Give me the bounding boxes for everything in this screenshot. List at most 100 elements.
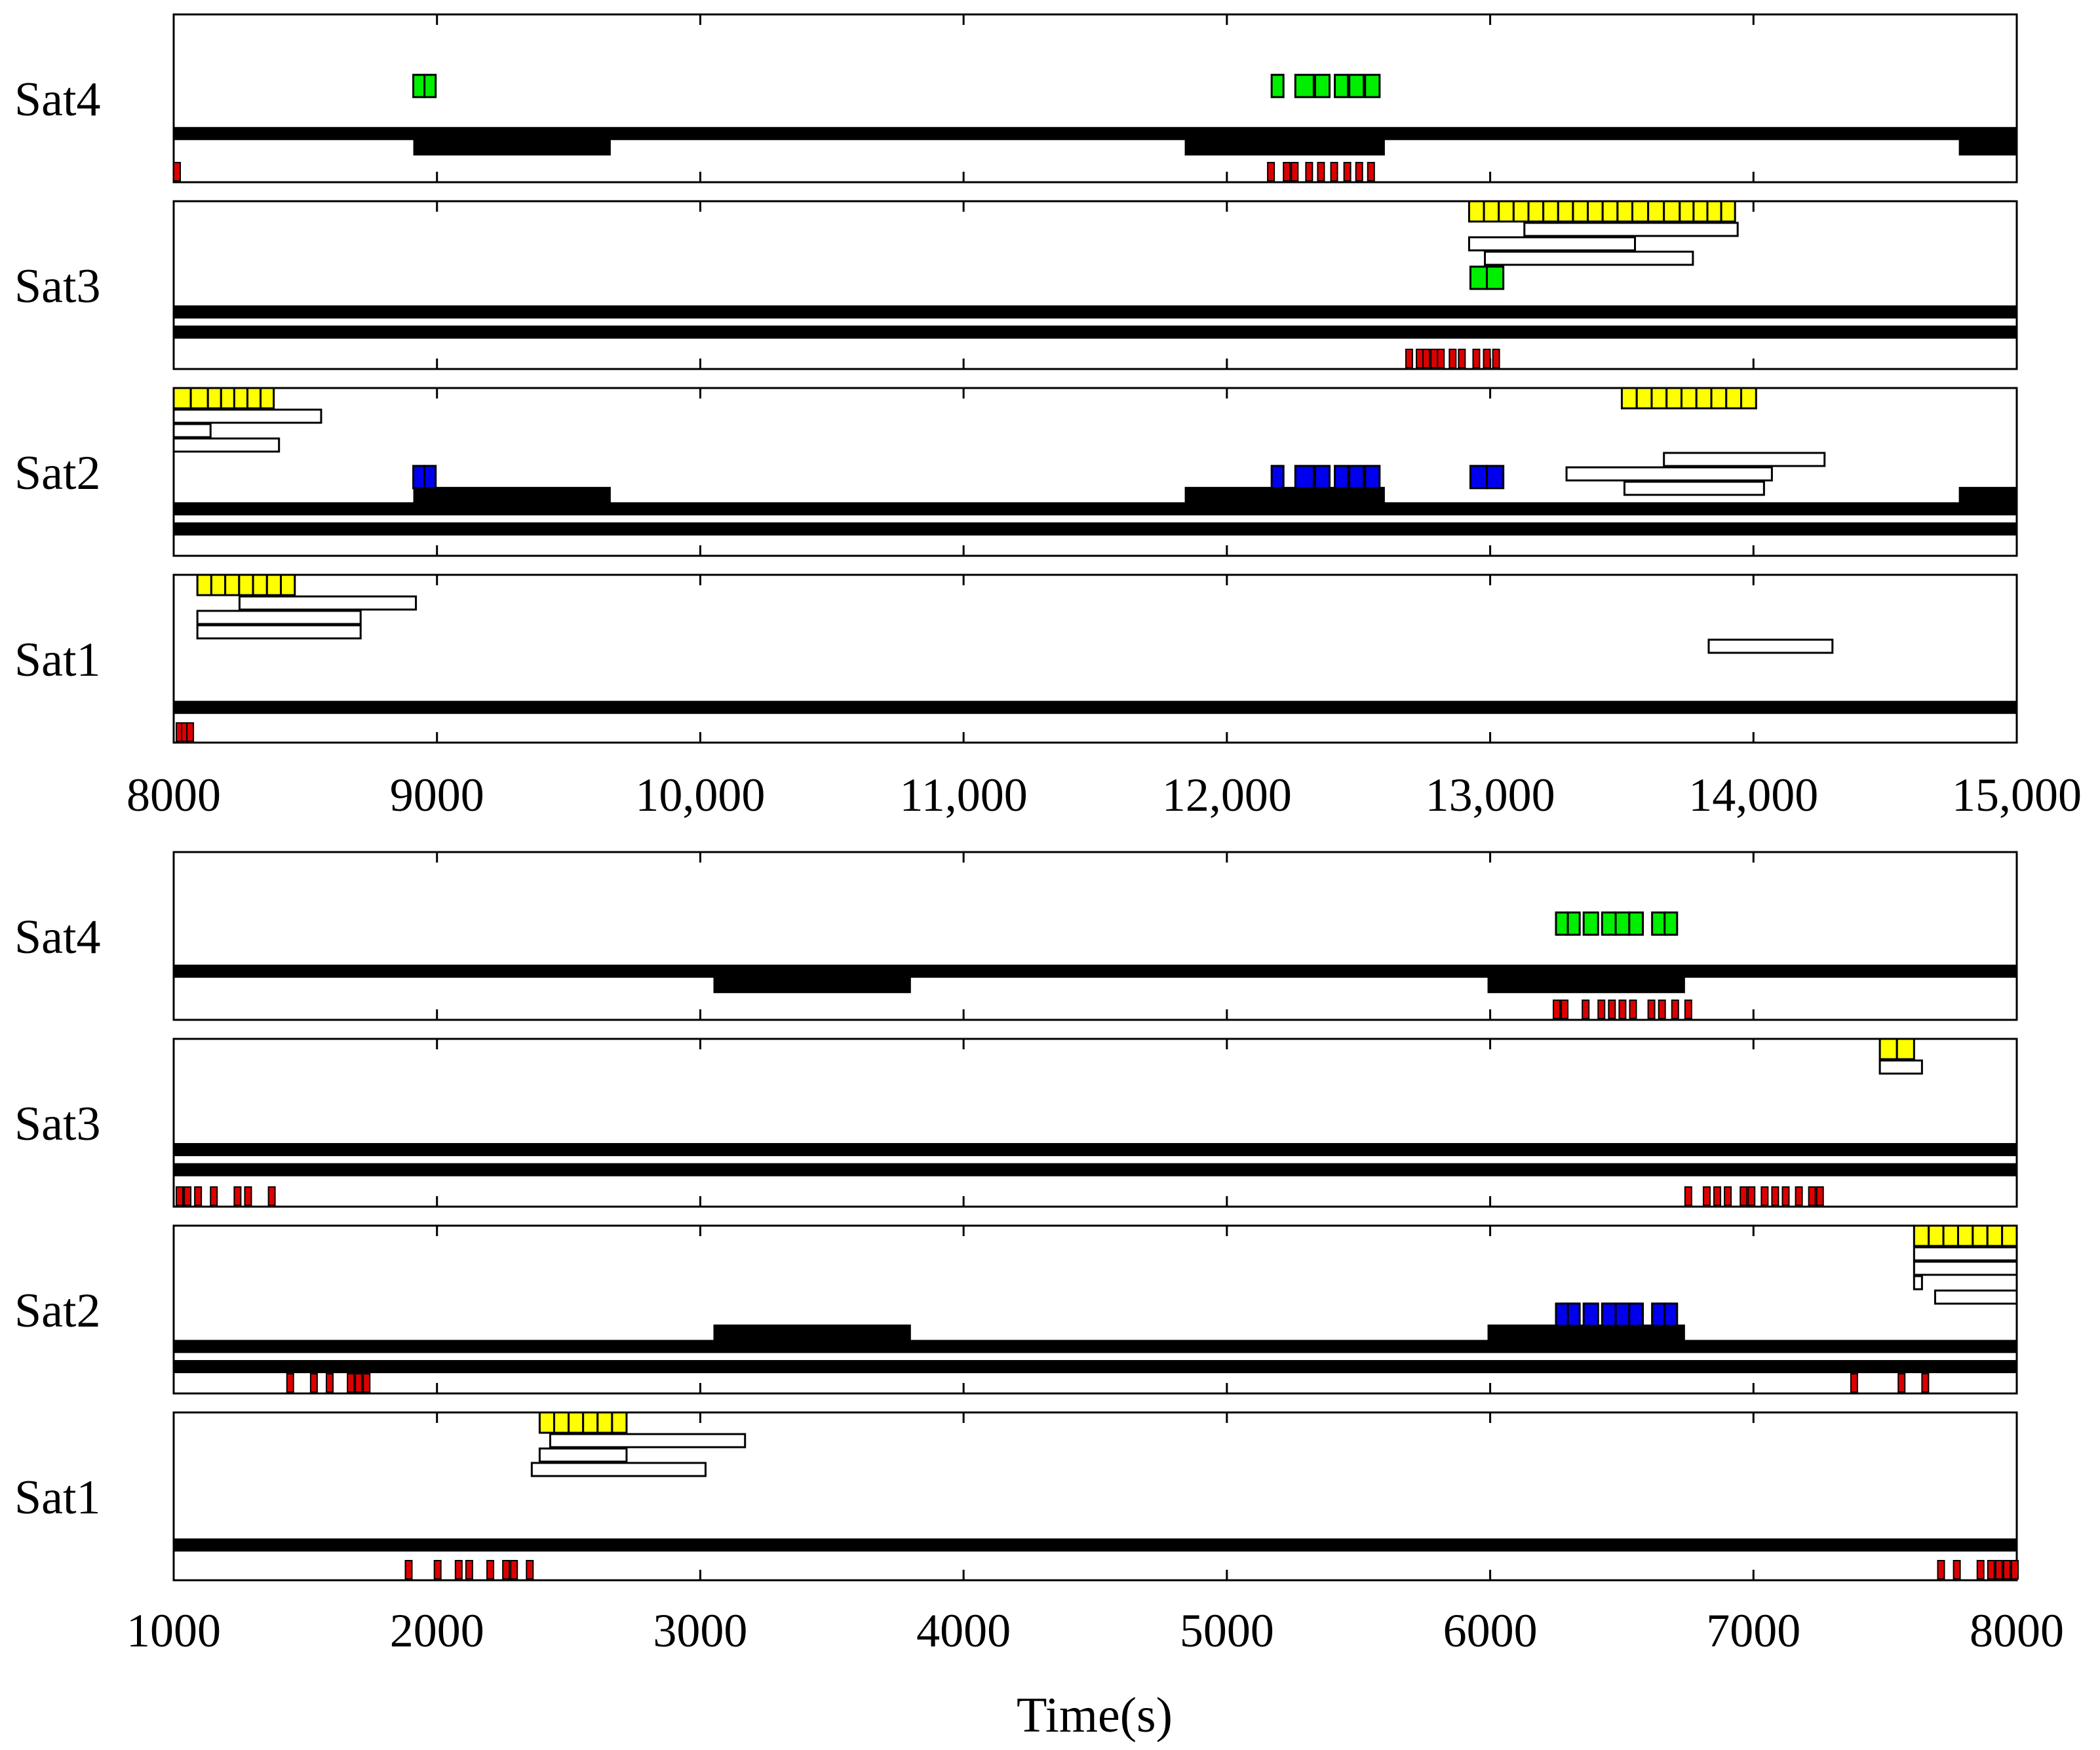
row-frame (172, 851, 2018, 1021)
timeline-bar (174, 1142, 2017, 1156)
red-event-marker (1355, 162, 1363, 182)
red-event-marker (267, 1186, 276, 1206)
x-tick-label: 10,000 (635, 769, 765, 821)
row-frame (172, 200, 2018, 370)
yellow-task-cell (1928, 1224, 1945, 1247)
yellow-task-cell (252, 574, 268, 596)
red-event-marker (465, 1560, 473, 1580)
yellow-task-cell (206, 387, 222, 410)
yellow-task-cell (1650, 387, 1668, 410)
chart-panel-bottom: Sat4 Sat3 Sat2 Sat1 1000 2000 3000 4000 5000 6000… (14, 851, 2064, 1657)
red-event-marker (355, 1373, 363, 1393)
yellow-task-cell (538, 1411, 555, 1434)
time-window (1913, 1275, 1923, 1291)
red-event-marker (1724, 1186, 1732, 1206)
busy-block (1487, 1324, 1685, 1342)
red-event-marker (286, 1373, 294, 1393)
yellow-task-cell (196, 574, 212, 596)
busy-block (713, 1324, 911, 1342)
red-event-marker (1897, 1373, 1906, 1393)
blue-task-cell (1270, 465, 1285, 490)
time-window (1663, 452, 1826, 467)
red-event-marker (1330, 162, 1338, 182)
yellow-task-cell (1468, 200, 1485, 223)
timeline-bar (174, 502, 2017, 516)
red-event-marker (1449, 349, 1457, 368)
red-event-marker (1795, 1186, 1803, 1206)
blue-task-cell (1348, 465, 1365, 490)
row-label-sat1: Sat1 (14, 1471, 101, 1525)
busy-block (413, 138, 611, 156)
time-window (1468, 236, 1637, 252)
yellow-task-cell (611, 1411, 628, 1434)
timeline-bar (174, 1538, 2017, 1552)
yellow-task-cell (238, 574, 254, 596)
red-event-marker (2010, 1560, 2019, 1580)
yellow-task-cell (596, 1411, 613, 1434)
time-window (1623, 480, 1765, 496)
green-task-cell (1614, 911, 1631, 936)
red-event-marker (173, 162, 181, 182)
yellow-task-cell (1647, 200, 1665, 223)
yellow-task-cell (1692, 200, 1709, 223)
timeline-bar (174, 1163, 2017, 1176)
yellow-task-cell (1512, 200, 1530, 223)
red-event-marker (1283, 162, 1291, 182)
yellow-task-cell (1587, 200, 1604, 223)
row-sat1: Sat1 (14, 1411, 2019, 1582)
x-tick-label: 12,000 (1162, 769, 1292, 821)
red-event-marker (1367, 162, 1375, 182)
busy-block (413, 486, 611, 504)
red-event-marker (309, 1373, 318, 1393)
red-event-marker (454, 1560, 463, 1580)
red-event-marker (1416, 349, 1424, 368)
yellow-task-cell (1498, 200, 1515, 223)
busy-block (1184, 138, 1385, 156)
red-event-marker (502, 1560, 511, 1580)
chart-panel-top: Sat4 Sat3 Sat2 Sat1 8000 9000 10,000 11,000 12,0… (14, 13, 2082, 821)
yellow-task-cell (1601, 200, 1619, 223)
yellow-task-cell (1679, 200, 1695, 223)
red-event-marker (1671, 1000, 1679, 1019)
blue-task-cell (1313, 465, 1331, 490)
red-event-marker (1702, 1186, 1711, 1206)
red-event-marker (1317, 162, 1325, 182)
red-event-marker (433, 1560, 442, 1580)
blue-task-cell (1294, 465, 1315, 490)
x-tick-label: 8000 (1970, 1604, 2064, 1657)
timeline-bar (174, 305, 2017, 319)
busy-block (1958, 486, 2017, 504)
red-event-marker (1343, 162, 1351, 182)
blue-task-cell (423, 465, 437, 490)
yellow-task-cell (1720, 200, 1736, 223)
yellow-task-cell (1710, 387, 1728, 410)
green-task-cell (1270, 73, 1285, 98)
blue-task-cell (412, 465, 426, 490)
time-window (1878, 1059, 1923, 1075)
red-event-marker (1458, 349, 1466, 368)
green-task-cell (1313, 73, 1331, 98)
red-event-marker (325, 1373, 334, 1393)
yellow-task-cell (246, 387, 262, 410)
red-event-marker (1976, 1560, 1985, 1580)
red-event-marker (1994, 1560, 2003, 1580)
row-frame (172, 1038, 2018, 1208)
row-sat2: Sat2 (14, 1224, 2018, 1395)
red-event-marker (1684, 1186, 1692, 1206)
yellow-task-cell (1572, 200, 1589, 223)
red-event-marker (1713, 1186, 1722, 1206)
red-event-marker (186, 722, 195, 742)
timeline-bar (174, 1360, 2017, 1374)
x-tick-label: 15,000 (1952, 769, 2082, 821)
yellow-task-cell (233, 387, 248, 410)
red-event-marker (1305, 162, 1313, 182)
red-event-marker (1629, 1000, 1637, 1019)
red-event-marker (1808, 1186, 1816, 1206)
red-event-marker (233, 1186, 242, 1206)
row-sat1: Sat1 (14, 574, 2018, 744)
green-task-cell (1651, 911, 1666, 936)
green-task-cell (1663, 911, 1679, 936)
green-task-cell (423, 73, 437, 98)
red-event-marker (184, 1186, 192, 1206)
red-event-marker (1987, 1560, 1995, 1580)
